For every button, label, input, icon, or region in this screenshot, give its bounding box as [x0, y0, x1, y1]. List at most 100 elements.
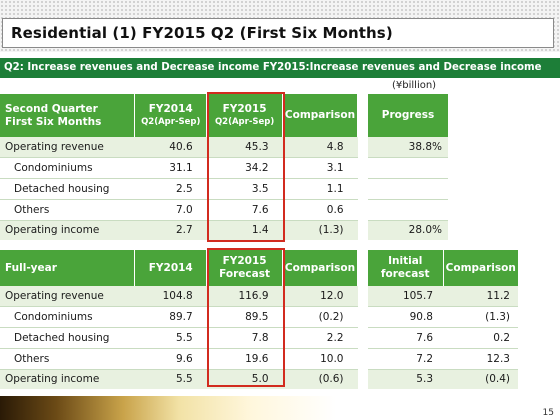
fy2015-q2-highlight: [207, 92, 285, 242]
initial-header-line2: forecast: [380, 268, 430, 280]
cell-comparison: 12.0: [282, 286, 358, 307]
table-row: Condominiums 31.1 34.2 3.1: [0, 157, 358, 179]
q2-table: Second Quarter First Six Months FY2014 Q…: [0, 94, 358, 240]
cell-fy2014: 31.1: [134, 157, 207, 179]
q2-header-fy2015-line2: Q2(Apr-Sep): [214, 116, 275, 127]
title-box: Residential (1) FY2015 Q2 (First Six Mon…: [2, 18, 554, 48]
table-row: 105.7 11.2: [368, 286, 518, 307]
table-row: Others 7.0 7.6 0.6: [0, 199, 358, 221]
cell-initial: 90.8: [368, 306, 443, 328]
q2-header-row: Second Quarter First Six Months FY2014 Q…: [0, 94, 358, 137]
cell-fy2015: 7.6: [206, 199, 283, 221]
fy-header-row: Full-year FY2014 FY2015 Forecast Compari…: [0, 250, 358, 286]
q2-header-comparison: Comparison: [282, 94, 358, 137]
q2-header-label-line2: First Six Months: [5, 115, 102, 128]
progress-table: Progress 38.8% 28.0%: [368, 94, 448, 240]
page-title: Residential (1) FY2015 Q2 (First Six Mon…: [11, 24, 393, 42]
table-row: 7.6 0.2: [368, 327, 518, 349]
row-label: Detached housing: [0, 327, 135, 349]
cell-fy2014: 89.7: [134, 306, 207, 328]
cell-fy2014: 7.0: [134, 199, 207, 221]
table-row: Condominiums 89.7 89.5 (0.2): [0, 306, 358, 328]
initial-header-line1: Initial: [388, 255, 423, 267]
table-row: Operating income 2.7 1.4 (1.3): [0, 220, 358, 240]
row-label: Detached housing: [0, 178, 135, 200]
cell-fy2014: 104.8: [134, 286, 207, 307]
cell-progress-empty: [368, 178, 448, 200]
fy-header-fy2015-line1: FY2015: [222, 255, 267, 267]
row-label: Operating revenue: [0, 137, 135, 158]
table-row: Detached housing 5.5 7.8 2.2: [0, 327, 358, 349]
subtitle-bar: Q2: Increase revenues and Decrease incom…: [0, 58, 560, 78]
cell-fy2014: 5.5: [134, 369, 207, 389]
initial-header-forecast: Initial forecast: [368, 250, 444, 286]
cell-fy2015: 34.2: [206, 157, 283, 179]
unit-label: (¥billion): [392, 80, 437, 91]
table-row: Operating revenue 104.8 116.9 12.0: [0, 286, 358, 307]
cell-progress: 28.0%: [368, 220, 448, 240]
cell-progress-empty: [368, 157, 448, 179]
initial-forecast-table: Initial forecast Comparison 105.7 11.2 9…: [368, 250, 518, 389]
cell-fy2015: 1.4: [206, 220, 283, 240]
table-row: 5.3 (0.4): [368, 369, 518, 389]
fy-header-fy2014: FY2014: [134, 250, 208, 286]
row-label: Condominiums: [0, 306, 135, 328]
table-row: [368, 178, 448, 200]
row-label: Operating income: [0, 220, 135, 240]
fy-header-fy2015: FY2015 Forecast: [206, 250, 283, 286]
cell-fy2014: 2.5: [134, 178, 207, 200]
row-label: Operating income: [0, 369, 135, 389]
table-row: 7.2 12.3: [368, 348, 518, 370]
row-label: Condominiums: [0, 157, 135, 179]
q2-header-label-line1: Second Quarter: [5, 102, 98, 115]
initial-header-row: Initial forecast Comparison: [368, 250, 518, 286]
cell-fy2015: 116.9: [206, 286, 283, 307]
table-row: 90.8 (1.3): [368, 306, 518, 328]
cell-comparison: 11.2: [443, 286, 518, 307]
cell-comparison: 2.2: [282, 327, 358, 349]
cell-fy2014: 9.6: [134, 348, 207, 370]
q2-header-fy2014: FY2014 Q2(Apr-Sep): [134, 94, 208, 137]
cell-initial: 105.7: [368, 286, 443, 307]
cell-initial: 5.3: [368, 369, 443, 389]
row-label: Others: [0, 199, 135, 221]
cell-fy2015: 45.3: [206, 137, 283, 158]
footer-band: [0, 396, 560, 420]
cell-initial: 7.2: [368, 348, 443, 370]
q2-header-fy2015: FY2015 Q2(Apr-Sep): [206, 94, 284, 137]
cell-comparison: 0.2: [443, 327, 518, 349]
fy-header-comparison: Comparison: [282, 250, 358, 286]
fy-table: Full-year FY2014 FY2015 Forecast Compari…: [0, 250, 358, 389]
cell-comparison: (0.2): [282, 306, 358, 328]
cell-comparison: (1.3): [443, 306, 518, 328]
cell-fy2015: 3.5: [206, 178, 283, 200]
cell-progress: 38.8%: [368, 137, 448, 158]
table-row: 28.0%: [368, 220, 448, 240]
page-number: 15: [542, 408, 554, 418]
q2-header-fy2014-line2: Q2(Apr-Sep): [141, 116, 201, 127]
cell-comparison: (0.6): [282, 369, 358, 389]
cell-fy2015: 7.8: [206, 327, 283, 349]
row-label: Others: [0, 348, 135, 370]
row-label: Operating revenue: [0, 286, 135, 307]
fy2015-forecast-highlight: [207, 248, 285, 387]
cell-fy2014: 40.6: [134, 137, 207, 158]
table-row: Operating income 5.5 5.0 (0.6): [0, 369, 358, 389]
fy-header-label: Full-year: [0, 250, 136, 286]
cell-comparison: 3.1: [282, 157, 358, 179]
table-row: Detached housing 2.5 3.5 1.1: [0, 178, 358, 200]
table-row: Others 9.6 19.6 10.0: [0, 348, 358, 370]
cell-comparison: (1.3): [282, 220, 358, 240]
cell-comparison: 1.1: [282, 178, 358, 200]
fy-header-fy2015-line2: Forecast: [219, 268, 270, 280]
q2-header-fy2015-line1: FY2015: [222, 102, 267, 115]
cell-comparison: (0.4): [443, 369, 518, 389]
q2-header-fy2014-line1: FY2014: [148, 102, 193, 115]
cell-progress-empty: [368, 199, 448, 221]
table-row: [368, 157, 448, 179]
cell-fy2014: 5.5: [134, 327, 207, 349]
cell-fy2014: 2.7: [134, 220, 207, 240]
table-row: Operating revenue 40.6 45.3 4.8: [0, 137, 358, 158]
cell-fy2015: 19.6: [206, 348, 283, 370]
table-row: [368, 199, 448, 221]
